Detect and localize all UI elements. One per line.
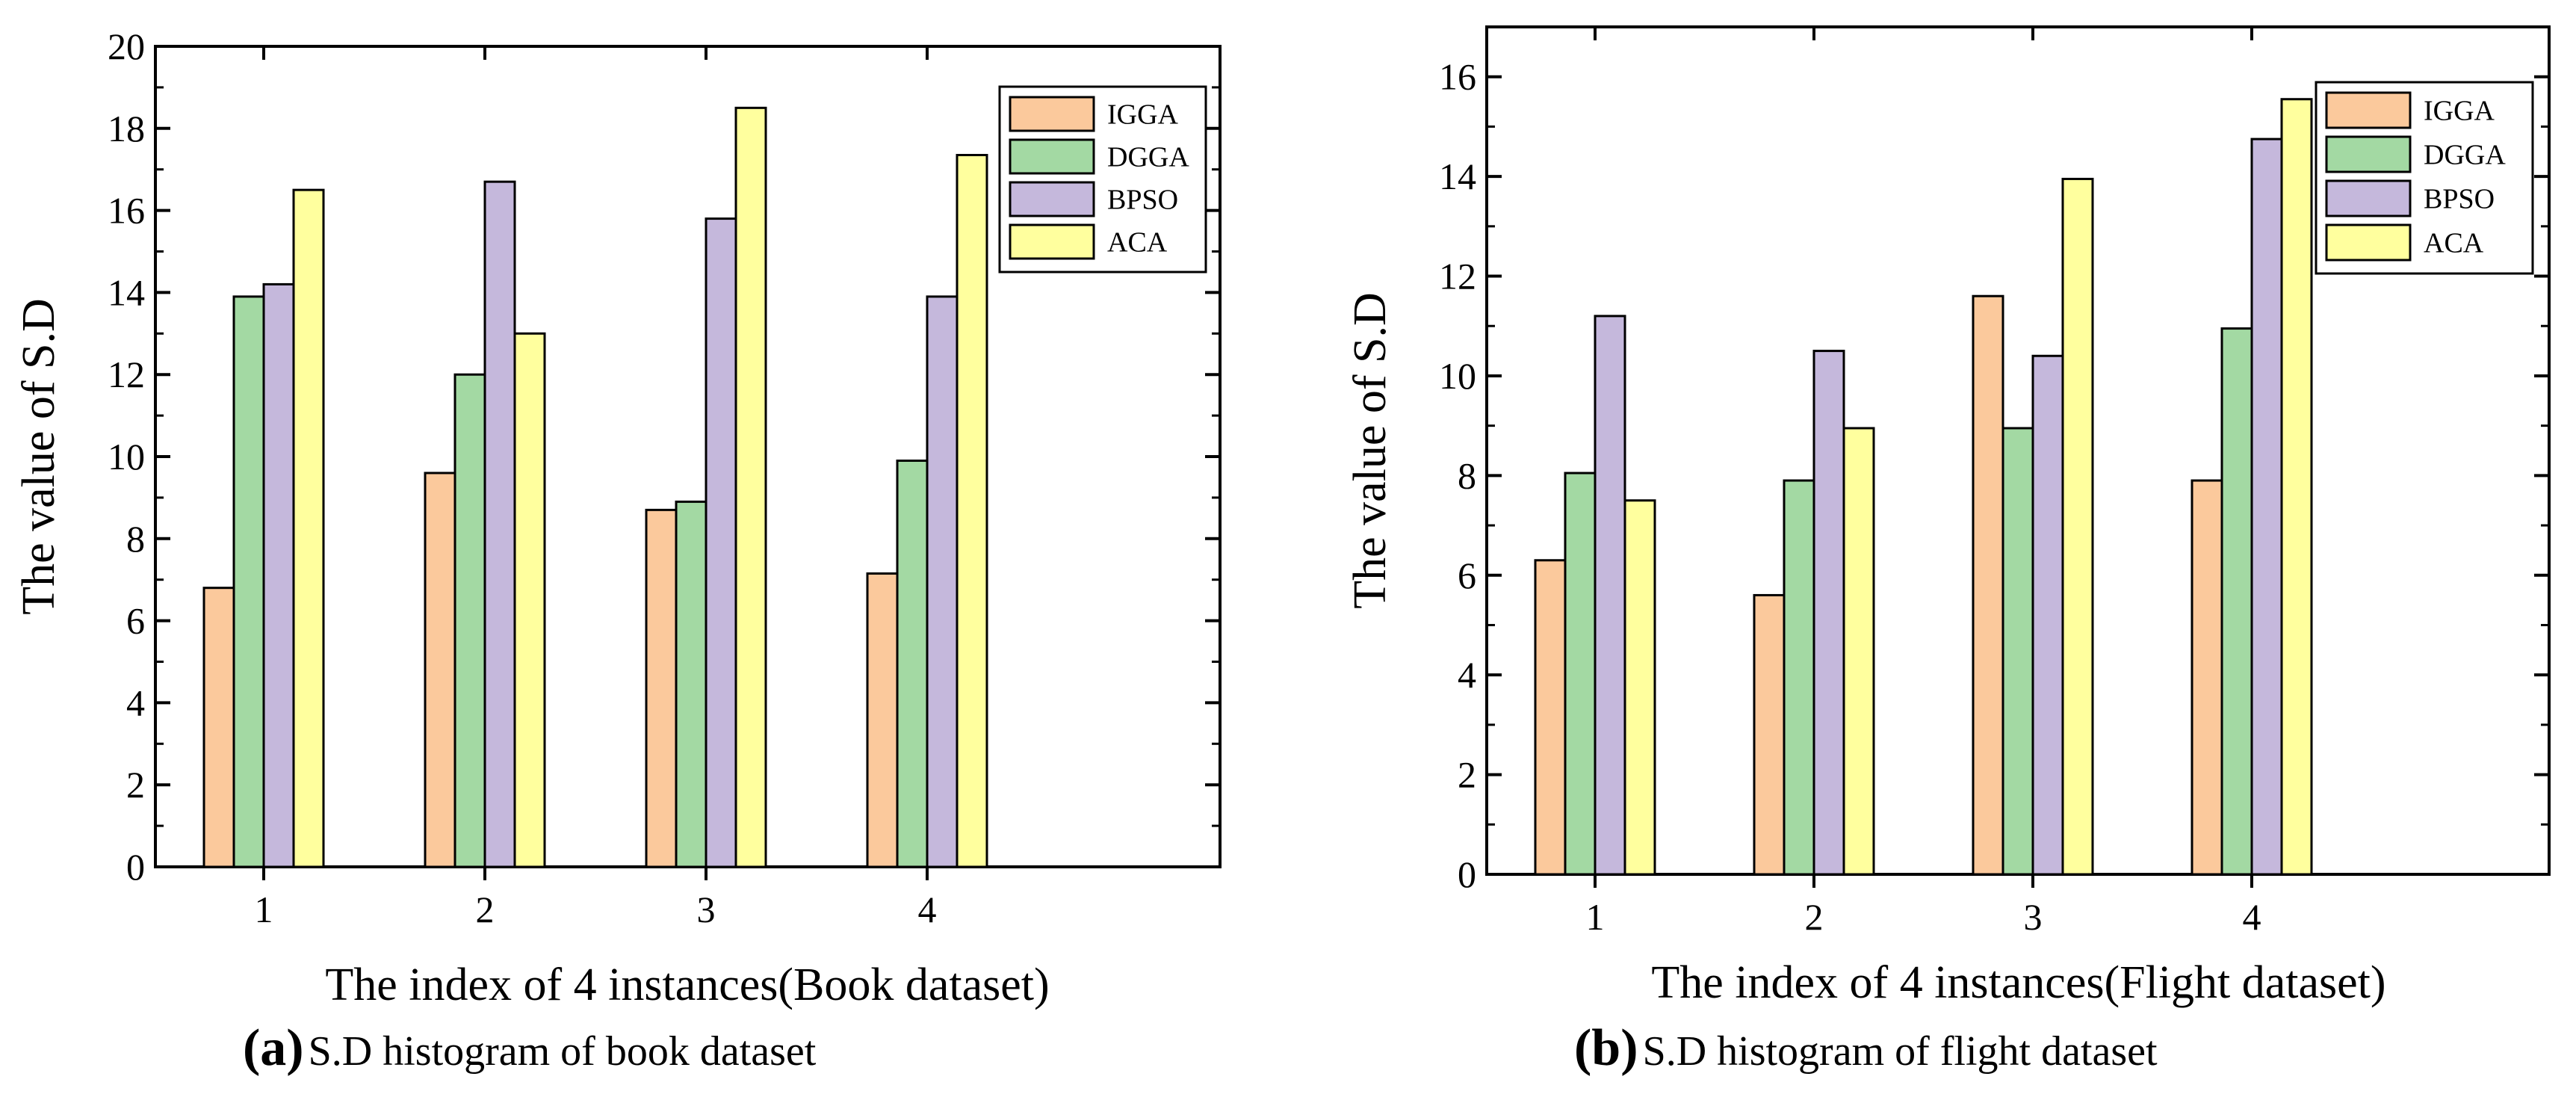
bar-dgga-4 — [2220, 327, 2253, 876]
legend-label-igga: IGGA — [2424, 96, 2495, 127]
chart-0-ytick-label: 12 — [108, 353, 145, 395]
legend-label-aca: ACA — [2424, 228, 2484, 259]
chart-0-xtick-label: 3 — [697, 889, 716, 930]
chart-1-ytick-label: 2 — [1458, 754, 1476, 796]
legend-swatch-bpso — [1009, 181, 1095, 217]
bar-aca-1 — [292, 188, 325, 868]
chart-0-ytick-label: 6 — [126, 600, 145, 642]
bar-igga-1 — [1534, 559, 1567, 876]
chart-panel-book: 0 2 4 6 8 10 12 14 16 18 20 1 2 3 4 IGGA DGGA BPSO ACA The … — [13, 25, 1222, 1077]
chart-0-caption-text: S.D histogram of book dataset — [309, 1028, 817, 1075]
bar-igga-3 — [1972, 294, 2004, 876]
bar-igga-2 — [1753, 593, 1786, 876]
legend-label-aca: ACA — [1107, 227, 1168, 259]
legend-swatch-dgga — [1009, 138, 1095, 175]
bar-igga-1 — [202, 587, 235, 868]
chart-1-ytick-label: 6 — [1458, 554, 1476, 596]
bar-dgga-4 — [896, 459, 929, 868]
chart-1-x-axis-title: The index of 4 instances(Flight dataset) — [1651, 957, 2385, 1008]
chart-0-ytick-label: 20 — [108, 25, 145, 67]
chart-1-ytick-label: 16 — [1439, 56, 1476, 98]
bar-aca-1 — [1623, 499, 1656, 876]
bar-dgga-1 — [1564, 472, 1597, 876]
chart-0-ytick-label: 10 — [108, 436, 145, 478]
bar-aca-4 — [2280, 98, 2313, 876]
chart-0-caption-tag: (a) — [243, 1019, 304, 1077]
chart-1-xtick-label: 3 — [2024, 896, 2043, 938]
chart-0-caption: (a) S.D histogram of book dataset — [243, 1019, 817, 1077]
legend-swatch-dgga — [2325, 135, 2412, 173]
bar-bpso-1 — [262, 282, 295, 868]
chart-0-ytick-label: 0 — [126, 846, 145, 888]
chart-0-xtick-label: 4 — [918, 889, 937, 930]
legend-label-bpso: BPSO — [1107, 185, 1178, 216]
chart-1-ytick-label: 12 — [1439, 256, 1476, 297]
chart-0-ytick-label: 16 — [108, 190, 145, 232]
chart-0-ytick-label: 8 — [126, 518, 145, 560]
chart-panel-flight: 0 2 4 6 8 10 12 14 16 1 2 3 4 IGGA DGGA BPSO ACA The inde… — [1288, 0, 2576, 1100]
chart-1-ytick-label: 8 — [1458, 454, 1476, 496]
chart-0-legend: IGGA DGGA BPSO ACA — [998, 85, 1207, 274]
bar-bpso-3 — [705, 217, 737, 868]
chart-1-ytick-label: 0 — [1458, 853, 1476, 895]
bar-bpso-3 — [2031, 354, 2064, 876]
chart-1-caption-tag: (b) — [1574, 1019, 1638, 1077]
legend-swatch-aca — [1009, 223, 1095, 260]
bar-aca-3 — [734, 106, 767, 868]
bar-igga-4 — [2190, 479, 2223, 876]
legend-label-dgga: DGGA — [1107, 142, 1189, 173]
bar-dgga-2 — [453, 373, 486, 868]
bar-bpso-4 — [926, 295, 959, 868]
bar-dgga-1 — [232, 295, 265, 868]
bar-igga-2 — [424, 472, 456, 868]
chart-0-x-axis-title: The index of 4 instances(Book dataset) — [325, 960, 1049, 1010]
chart-1-ytick-label: 4 — [1458, 654, 1476, 696]
bar-igga-3 — [645, 508, 678, 868]
legend-label-bpso: BPSO — [2424, 184, 2495, 215]
chart-1-y-axis-title: The value of S.D — [1345, 292, 1396, 609]
bar-bpso-2 — [1812, 350, 1845, 876]
chart-0-y-axis-title: The value of S.D — [13, 298, 64, 615]
chart-0-xtick-label: 1 — [255, 889, 273, 930]
legend-label-igga: IGGA — [1107, 99, 1179, 131]
legend-label-dgga: DGGA — [2424, 140, 2506, 171]
bar-igga-4 — [866, 572, 899, 868]
bar-aca-4 — [956, 153, 988, 868]
chart-1-legend: IGGA DGGA BPSO ACA — [2315, 81, 2534, 275]
chart-1-xtick-label: 1 — [1586, 896, 1605, 938]
chart-1-ytick-label: 10 — [1439, 355, 1476, 397]
bar-aca-2 — [513, 332, 546, 868]
bar-dgga-3 — [2001, 427, 2034, 876]
bar-bpso-2 — [483, 180, 516, 868]
chart-1-caption: (b) S.D histogram of flight dataset — [1574, 1019, 2158, 1077]
chart-1-xtick-label: 2 — [1805, 896, 1824, 938]
bar-aca-3 — [2061, 177, 2094, 876]
bar-dgga-3 — [675, 500, 708, 868]
chart-0-ytick-label: 18 — [108, 108, 145, 149]
legend-swatch-igga — [2325, 91, 2412, 129]
chart-1-ytick-label: 14 — [1439, 155, 1476, 197]
chart-1-xtick-label: 4 — [2243, 896, 2261, 938]
bar-dgga-2 — [1783, 479, 1815, 876]
legend-swatch-bpso — [2325, 179, 2412, 217]
chart-1-caption-text: S.D histogram of flight dataset — [1643, 1028, 2158, 1075]
chart-0-xtick-label: 2 — [476, 889, 495, 930]
chart-0-ytick-label: 2 — [126, 764, 145, 806]
chart-0-ytick-label: 4 — [126, 682, 145, 723]
legend-swatch-igga — [1009, 96, 1095, 132]
bar-aca-2 — [1842, 427, 1875, 876]
bar-bpso-4 — [2250, 138, 2283, 876]
bar-bpso-1 — [1594, 315, 1626, 876]
legend-swatch-aca — [2325, 223, 2412, 262]
chart-0-ytick-label: 14 — [108, 271, 145, 313]
